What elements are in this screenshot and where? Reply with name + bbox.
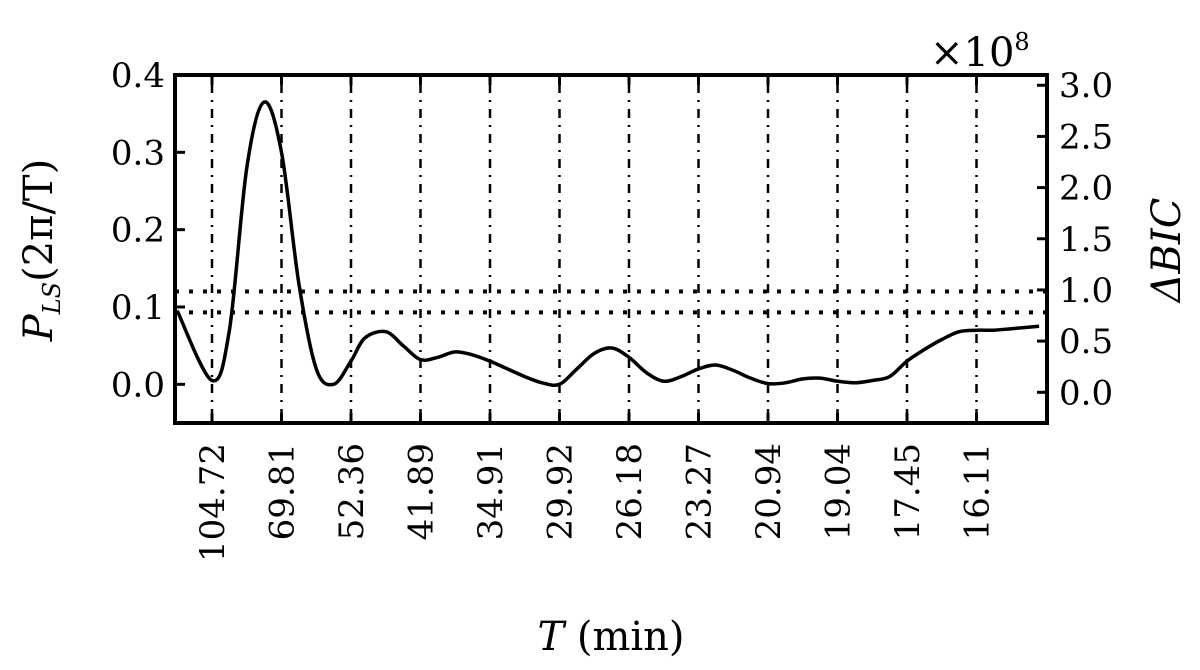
x-tick-label: 20.94 bbox=[749, 443, 789, 540]
y-tick-label-left: 0.2 bbox=[111, 211, 165, 251]
y-tick-label-right: 1.0 bbox=[1059, 271, 1113, 311]
y-tick-label-right: 2.0 bbox=[1059, 169, 1113, 209]
x-axis-label: T (min) bbox=[537, 614, 684, 660]
y-tick-label-right: 0.5 bbox=[1059, 322, 1113, 362]
series-line bbox=[175, 100, 1040, 388]
x-tick-label: 41.89 bbox=[402, 443, 442, 540]
x-tick-label: 52.36 bbox=[332, 443, 372, 540]
y-tick-label-left: 0.3 bbox=[111, 133, 165, 173]
y-tick-label-left: 0.0 bbox=[111, 365, 165, 405]
x-tick-label: 19.04 bbox=[819, 443, 859, 540]
x-tick-label: 29.92 bbox=[541, 443, 581, 540]
y-axis-label-right: ΔBIC bbox=[1144, 198, 1190, 305]
plot-frame bbox=[173, 73, 1049, 425]
y-tick-label-right: 2.5 bbox=[1059, 117, 1113, 157]
x-tick-label: 104.72 bbox=[193, 443, 233, 562]
y-axis-label-left: PLS(2π/T) bbox=[16, 159, 66, 342]
y-tick-label-right: 1.5 bbox=[1059, 220, 1113, 260]
right-axis-multiplier: ×108 bbox=[930, 28, 1030, 76]
x-tick-label: 23.27 bbox=[680, 443, 720, 540]
threshold-lines bbox=[175, 289, 1047, 315]
tick-labels: 104.72 69.81 52.36 41.89 34.91 29.92 26.18 23.2… bbox=[111, 56, 1113, 562]
x-tick-label: 69.81 bbox=[263, 443, 303, 540]
y-tick-label-right: 3.0 bbox=[1059, 66, 1113, 106]
y-tick-label-right: 0.0 bbox=[1059, 373, 1113, 413]
x-tick-label: 17.45 bbox=[888, 443, 928, 540]
y-tick-label-left: 0.4 bbox=[111, 56, 165, 96]
axis-ticks bbox=[175, 73, 1047, 423]
x-tick-label: 34.91 bbox=[471, 443, 511, 540]
x-tick-label: 26.18 bbox=[610, 443, 650, 540]
y-tick-label-left: 0.1 bbox=[111, 288, 165, 328]
x-tick-label: 16.11 bbox=[958, 443, 998, 540]
grid-lines bbox=[210, 75, 978, 423]
